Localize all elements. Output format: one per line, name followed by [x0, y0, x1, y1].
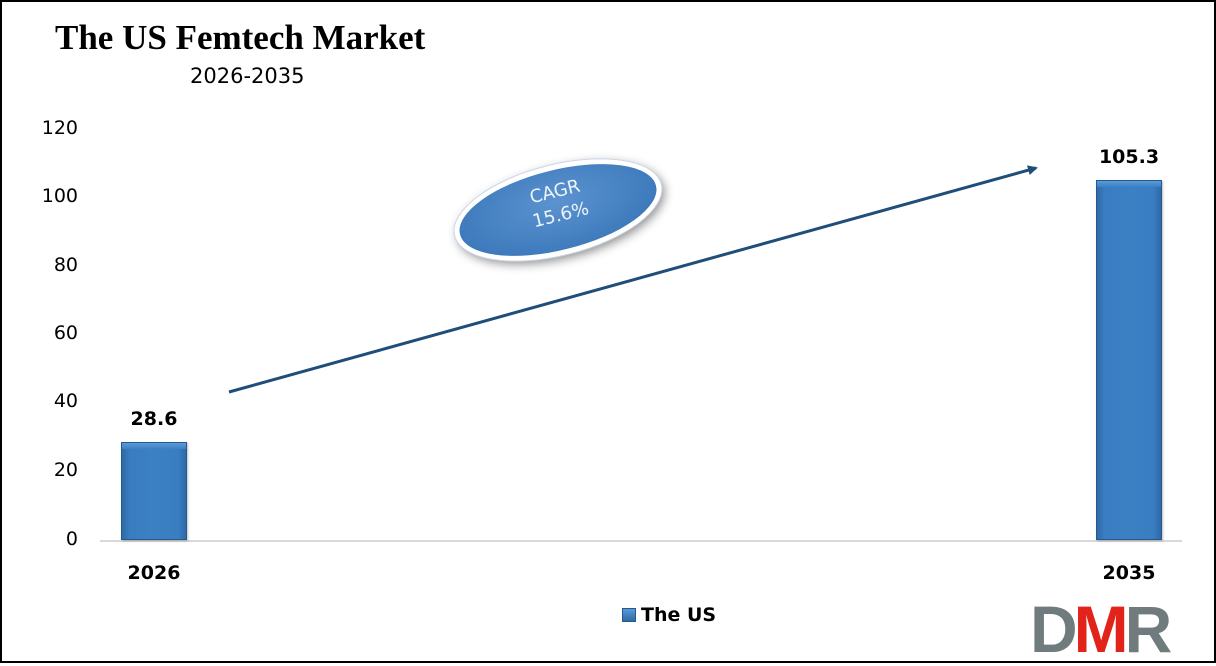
legend-swatch-icon: [622, 608, 636, 622]
logo-letter-d: D: [1030, 592, 1078, 666]
x-axis-line: [100, 540, 1182, 542]
y-tick-20: 20: [53, 459, 78, 481]
legend-label: The US: [641, 604, 717, 626]
chart-title: The US Femtech Market: [55, 18, 426, 57]
x-label-2026: 2026: [127, 562, 181, 584]
y-tick-0: 0: [65, 528, 78, 550]
data-label-2026: 28.6: [130, 408, 178, 430]
logo-letter-r: R: [1124, 592, 1173, 666]
dmr-logo: DMR: [1030, 596, 1172, 662]
legend: The US: [622, 604, 716, 626]
chart-subtitle: 2026-2035: [190, 64, 305, 88]
y-tick-100: 100: [41, 185, 78, 207]
bar-2026: [121, 442, 187, 540]
x-label-2035: 2035: [1102, 562, 1156, 584]
logo-letter-m: M: [1073, 592, 1129, 666]
bar-2035: [1096, 180, 1162, 540]
y-tick-80: 80: [53, 254, 78, 276]
y-tick-120: 120: [41, 117, 78, 139]
y-tick-60: 60: [53, 322, 78, 344]
data-label-2035: 105.3: [1098, 146, 1160, 168]
y-tick-40: 40: [53, 390, 78, 412]
